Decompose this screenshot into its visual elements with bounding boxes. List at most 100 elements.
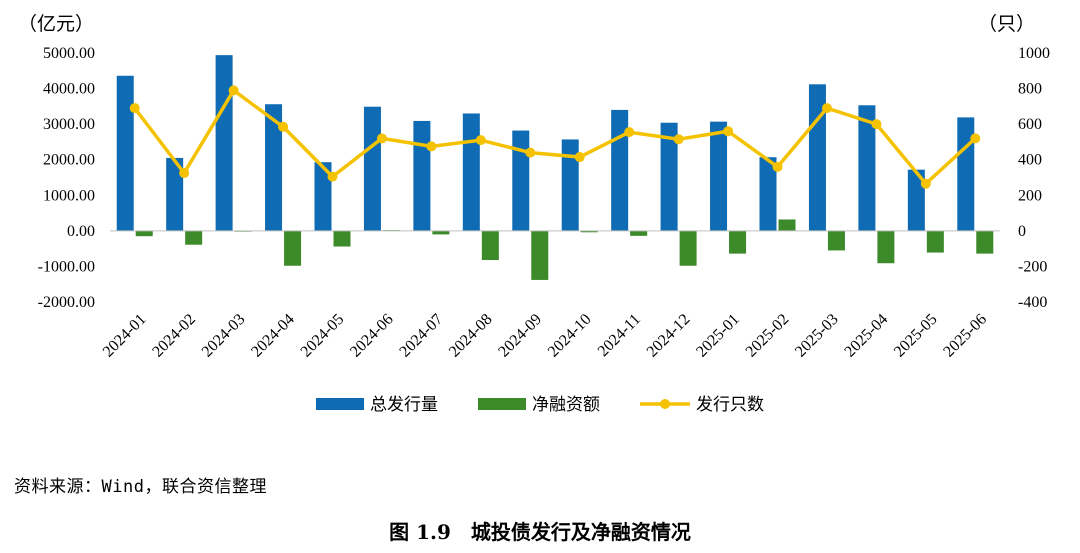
bar-total-issuance xyxy=(314,162,332,231)
x-axis: 2024-01 2024-02 2024-03 2024-04 2024-05 2024-… xyxy=(100,311,990,361)
x-tick-label: 2024-04 xyxy=(248,311,298,361)
bar-net-financing xyxy=(729,230,747,254)
bar-total-issuance xyxy=(759,157,777,231)
x-tick-label: 2024-05 xyxy=(298,311,348,361)
bar-total-issuance xyxy=(413,120,431,231)
series-line-issue-count xyxy=(133,87,977,187)
x-tick-label: 2024-03 xyxy=(199,311,249,361)
source-note: 资料来源：Wind，联合资信整理 xyxy=(14,477,267,497)
x-tick-label: 2024-09 xyxy=(495,311,545,361)
left-tick-label: 0.00 xyxy=(67,223,95,240)
legend-label-issue-count: 发行只数 xyxy=(696,395,764,415)
x-tick-label: 2025-02 xyxy=(743,311,793,361)
right-axis-unit: （只） xyxy=(978,13,1035,35)
x-tick-label: 2025-03 xyxy=(792,311,842,361)
point-issue-count xyxy=(970,133,981,144)
figure-title: 城投债发行及净融资情况 xyxy=(470,520,691,544)
bar-total-issuance xyxy=(858,105,876,231)
left-tick-label: -2000.00 xyxy=(38,294,95,311)
bar-net-financing xyxy=(778,219,796,231)
x-tick-label: 2024-10 xyxy=(545,311,595,361)
bar-total-issuance xyxy=(363,106,381,231)
legend-swatch-total-issuance xyxy=(316,398,364,410)
bar-total-issuance xyxy=(512,130,530,231)
bar-total-issuance xyxy=(116,75,134,231)
figure-caption: 图 1.9 城投债发行及净融资情况 xyxy=(0,516,1080,545)
bar-total-issuance xyxy=(660,122,678,231)
bar-net-financing xyxy=(827,230,845,251)
left-tick-label: 1000.00 xyxy=(43,187,95,204)
right-tick-label: 800 xyxy=(1018,81,1042,98)
right-tick-label: 200 xyxy=(1018,187,1042,204)
left-tick-label: 5000.00 xyxy=(43,45,95,62)
right-axis: 1000 800 600 400 200 0 -200 -400 xyxy=(1018,45,1050,311)
point-issue-count xyxy=(574,152,585,163)
bar-net-financing xyxy=(531,230,549,280)
point-issue-count xyxy=(723,126,734,137)
x-tick-label: 2025-04 xyxy=(841,311,891,361)
point-issue-count xyxy=(129,103,140,114)
point-issue-count xyxy=(327,171,338,182)
figure-number: 图 1.9 xyxy=(389,520,451,544)
legend-swatch-net-financing xyxy=(478,398,526,410)
point-issue-count xyxy=(228,85,239,96)
bar-total-issuance xyxy=(166,157,184,231)
x-tick-label: 2024-12 xyxy=(644,311,694,361)
x-tick-label: 2025-05 xyxy=(891,311,941,361)
legend-label-total-issuance: 总发行量 xyxy=(370,395,438,415)
bar-net-financing xyxy=(679,230,697,266)
right-tick-label: -400 xyxy=(1018,294,1047,311)
x-tick-label: 2024-11 xyxy=(595,311,644,360)
bar-net-financing xyxy=(185,230,203,245)
left-tick-label: -1000.00 xyxy=(38,258,95,275)
bar-net-financing xyxy=(630,230,648,236)
bar-total-issuance xyxy=(808,84,826,231)
chart: （亿元） （只） 5000.004000.003000.002000.00100… xyxy=(18,13,1050,415)
bar-total-issuance xyxy=(907,169,925,231)
bar-layer xyxy=(116,55,994,280)
point-issue-count xyxy=(376,133,387,144)
bar-net-financing xyxy=(976,230,994,254)
right-tick-label: -200 xyxy=(1018,258,1047,275)
point-issue-count xyxy=(179,168,190,179)
bar-total-issuance xyxy=(462,113,480,231)
x-tick-label: 2024-06 xyxy=(347,311,397,361)
left-tick-label: 2000.00 xyxy=(43,152,95,169)
bar-total-issuance xyxy=(710,121,728,231)
bar-net-financing xyxy=(135,230,153,237)
bar-total-issuance xyxy=(561,139,579,231)
bar-net-financing xyxy=(481,230,499,261)
legend-marker-issue-count xyxy=(660,399,670,409)
right-tick-label: 0 xyxy=(1018,223,1026,240)
point-issue-count xyxy=(821,103,832,114)
left-axis: 5000.00 4000.00 3000.00 2000.00 1000.00 0.00 -… xyxy=(38,45,95,311)
right-tick-label: 400 xyxy=(1018,152,1042,169)
legend: 总发行量 净融资额 发行只数 xyxy=(316,395,764,415)
point-issue-count xyxy=(475,135,486,146)
point-issue-count xyxy=(772,161,783,172)
right-tick-label: 600 xyxy=(1018,116,1042,133)
x-tick-label: 2025-01 xyxy=(693,311,743,361)
bar-net-financing xyxy=(877,230,895,264)
line-layer xyxy=(129,85,981,189)
bar-total-issuance xyxy=(265,104,283,231)
point-issue-count xyxy=(426,141,437,152)
point-issue-count xyxy=(624,127,635,138)
point-issue-count xyxy=(920,178,931,189)
bar-total-issuance xyxy=(611,109,629,231)
x-tick-label: 2025-06 xyxy=(940,311,990,361)
left-tick-label: 4000.00 xyxy=(43,81,95,98)
x-tick-label: 2024-02 xyxy=(149,311,199,361)
bar-net-financing xyxy=(333,230,351,247)
point-issue-count xyxy=(673,134,684,145)
bar-net-financing xyxy=(580,230,598,233)
legend-label-net-financing: 净融资额 xyxy=(532,395,600,415)
x-tick-label: 2024-01 xyxy=(100,311,150,361)
left-axis-unit: （亿元） xyxy=(18,13,94,35)
bar-total-issuance xyxy=(215,55,233,231)
bar-net-financing xyxy=(926,230,944,253)
x-tick-label: 2024-07 xyxy=(396,311,446,361)
point-issue-count xyxy=(871,119,882,130)
bar-net-financing xyxy=(284,230,302,266)
right-tick-label: 1000 xyxy=(1018,45,1050,62)
